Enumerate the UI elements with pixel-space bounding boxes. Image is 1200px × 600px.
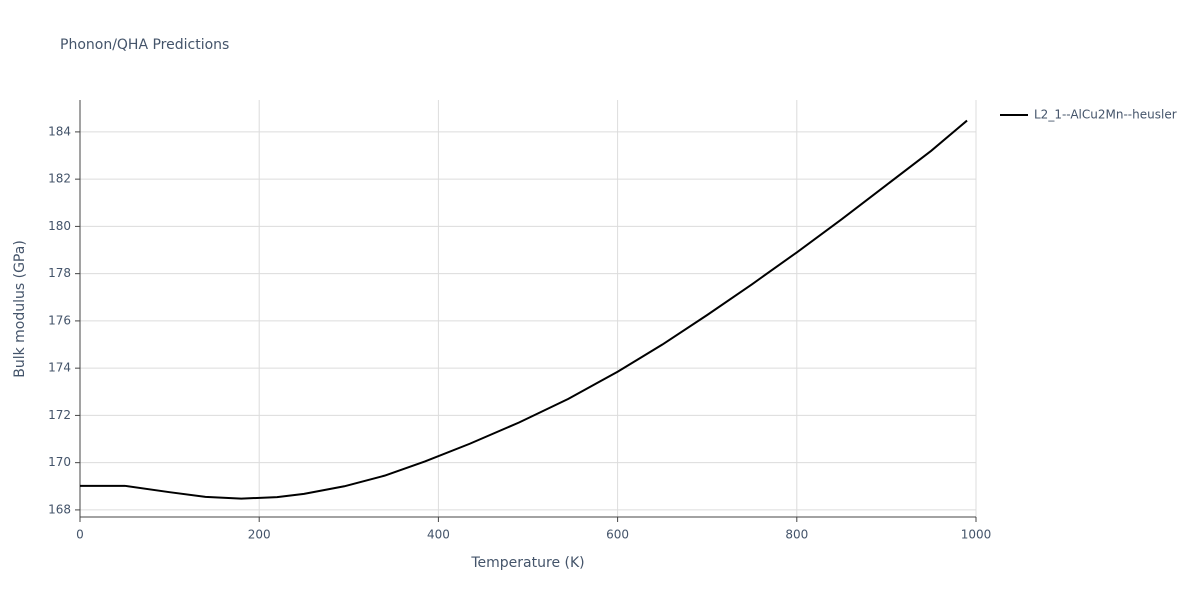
y-tick-label: 176 — [48, 313, 71, 327]
x-tick-label: 200 — [248, 528, 271, 542]
line-series — [80, 119, 968, 500]
y-tick-label: 180 — [48, 219, 71, 233]
x-tick-label: 800 — [785, 528, 808, 542]
y-tick-label: 178 — [48, 266, 71, 280]
y-tick-label: 174 — [48, 361, 71, 375]
y-tick-label: 182 — [48, 172, 71, 186]
x-tick-label: 600 — [606, 528, 629, 542]
y-tick-label: 172 — [48, 408, 71, 422]
y-tick-label: 168 — [48, 502, 71, 516]
x-tick-label: 0 — [76, 528, 84, 542]
x-axis-label: Temperature (K) — [470, 555, 584, 571]
x-tick-label: 400 — [427, 528, 450, 542]
x-tick-label: 1000 — [961, 528, 992, 542]
y-tick-label: 184 — [48, 124, 71, 138]
y-axis-label: Bulk modulus (GPa) — [12, 240, 28, 378]
chart-title: Phonon/QHA Predictions — [60, 37, 229, 53]
y-tick-label: 170 — [48, 455, 71, 469]
legend-label: L2_1--AlCu2Mn--heusler — [1034, 108, 1177, 122]
